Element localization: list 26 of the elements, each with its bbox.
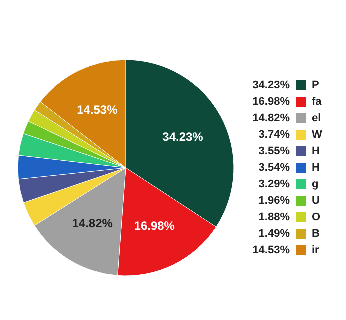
legend-label: P [312, 80, 320, 92]
legend-label: ir [312, 244, 320, 256]
data-label: 3.74% [258, 129, 290, 141]
data-label: 34.23% [162, 130, 204, 144]
legend-label: g [312, 178, 319, 190]
legend-label: H [312, 146, 320, 158]
data-label: 1.96% [258, 195, 290, 207]
legend-label: B [312, 228, 320, 240]
text: 16.98% [252, 96, 290, 108]
text: 14.82% [252, 112, 290, 124]
text: 34.23% [252, 80, 290, 92]
data-label: 3.54% [258, 162, 290, 174]
data-label: 3.55% [258, 146, 290, 158]
data-label: 14.82% [72, 216, 114, 231]
legend-label: U [312, 195, 320, 207]
data-label: 14.53% [77, 102, 118, 117]
data-label: 16.98% [134, 219, 176, 234]
legend-label: fa [312, 96, 323, 108]
data-label: 1.49% [258, 228, 290, 240]
legend-label: O [312, 212, 321, 224]
legend-label: el [312, 112, 322, 124]
legend-label: W [312, 129, 323, 141]
data-label: 3.29% [258, 178, 290, 190]
data-label: 1.88% [258, 212, 290, 224]
text: 14.53% [252, 244, 290, 256]
legend-label: H [312, 162, 320, 174]
